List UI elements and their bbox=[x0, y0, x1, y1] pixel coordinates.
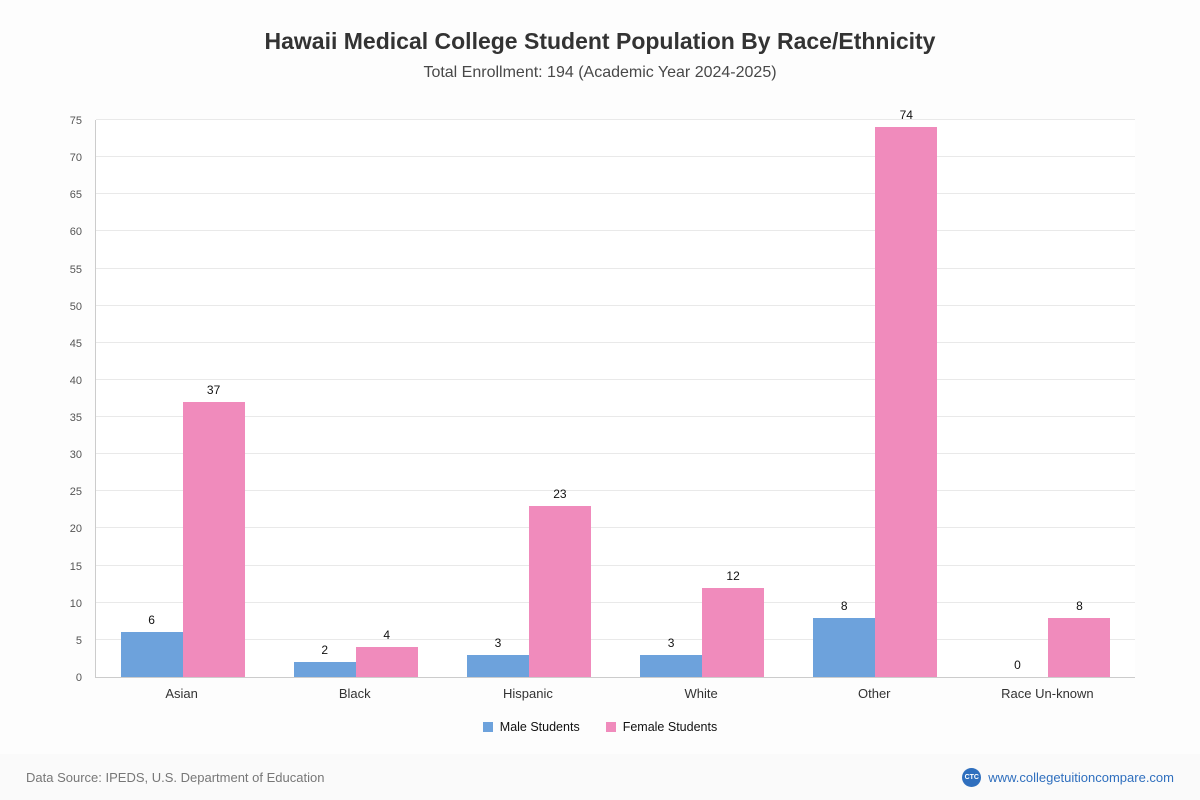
bar bbox=[640, 654, 703, 677]
y-tick-label: 15 bbox=[69, 560, 82, 573]
ctc-logo-icon: CTC bbox=[962, 767, 982, 787]
collegetuitioncompare-link[interactable]: CTC www.collegetuitioncompare.com bbox=[962, 767, 1174, 787]
x-category-label: White bbox=[684, 686, 718, 701]
x-category-label: Asian bbox=[165, 686, 198, 701]
y-tick-label: 20 bbox=[69, 523, 82, 536]
x-axis: Asian Black Hispanic White Other Race Un-know… bbox=[95, 682, 1135, 704]
y-tick-label: 60 bbox=[69, 226, 82, 239]
value-label: 23 bbox=[553, 487, 567, 502]
value-label: 0 bbox=[1014, 658, 1021, 672]
gridline bbox=[96, 564, 1135, 566]
x-category-label: Race Un-known bbox=[1001, 686, 1094, 701]
gridline bbox=[96, 341, 1135, 343]
gridline bbox=[96, 156, 1135, 158]
female-students-swatch-icon bbox=[605, 722, 616, 732]
bar bbox=[702, 587, 765, 677]
legend-item-male-students[interactable]: Male Students bbox=[482, 720, 580, 734]
gridline bbox=[96, 304, 1135, 306]
y-tick-label: 70 bbox=[69, 152, 82, 165]
gridline bbox=[96, 453, 1135, 455]
y-tick-label: 30 bbox=[69, 449, 82, 462]
value-label: 3 bbox=[667, 635, 675, 650]
male-students-swatch-icon bbox=[482, 722, 493, 732]
y-tick-label: 25 bbox=[69, 486, 82, 499]
legend-label: Male Students bbox=[499, 720, 580, 734]
bar bbox=[875, 127, 938, 677]
value-label: 2 bbox=[321, 643, 329, 658]
gridline bbox=[96, 490, 1135, 492]
value-label: 3 bbox=[494, 635, 502, 650]
plot-area: 6 37 2 4 3 23 3 12 8 74 0 8 bbox=[95, 108, 1135, 678]
data-source-text: Data Source: IPEDS, U.S. Department of E… bbox=[26, 769, 325, 785]
value-label: 6 bbox=[148, 613, 155, 628]
bar bbox=[293, 662, 356, 677]
gridline bbox=[96, 193, 1135, 195]
y-tick-label: 45 bbox=[69, 337, 82, 350]
y-tick-label: 35 bbox=[69, 412, 82, 425]
y-tick-label: 75 bbox=[69, 115, 82, 127]
gridline bbox=[96, 527, 1135, 529]
bar bbox=[813, 617, 876, 677]
gridline bbox=[96, 267, 1135, 269]
legend-item-female-students[interactable]: Female Students bbox=[605, 720, 718, 734]
x-category-label: Hispanic bbox=[502, 686, 553, 701]
chart-subtitle: Total Enrollment: 194 (Academic Year 202… bbox=[423, 64, 777, 81]
legend: Male Students Female Students bbox=[0, 720, 1200, 734]
bar bbox=[1048, 617, 1111, 677]
bar bbox=[466, 654, 529, 677]
legend-label: Female Students bbox=[622, 720, 718, 734]
value-label: 37 bbox=[206, 383, 221, 398]
gridline bbox=[96, 416, 1135, 418]
footer: Data Source: IPEDS, U.S. Department of E… bbox=[0, 754, 1200, 800]
y-tick-label: 40 bbox=[69, 374, 82, 387]
value-label: 74 bbox=[899, 108, 913, 123]
value-label: 8 bbox=[840, 598, 848, 613]
bar bbox=[120, 632, 183, 677]
value-label: 8 bbox=[1076, 598, 1083, 613]
x-category-label: Black bbox=[338, 686, 371, 701]
value-label: 4 bbox=[383, 628, 391, 643]
gridline bbox=[96, 230, 1135, 232]
site-url-text: www.collegetuitioncompare.com bbox=[988, 769, 1174, 785]
x-category-label: Other bbox=[857, 686, 891, 701]
y-axis: 0 5 10 15 20 25 30 35 40 45 50 55 60 65 70 75 bbox=[50, 115, 90, 684]
value-label: 12 bbox=[726, 568, 740, 583]
gridline bbox=[96, 378, 1135, 380]
gridline bbox=[96, 119, 1135, 120]
y-tick-label: 55 bbox=[69, 263, 82, 276]
y-tick-label: 65 bbox=[69, 189, 82, 202]
bar bbox=[182, 402, 245, 677]
y-tick-label: 5 bbox=[75, 634, 82, 647]
y-tick-label: 0 bbox=[75, 672, 82, 684]
bar bbox=[528, 506, 591, 677]
gridline bbox=[96, 601, 1135, 603]
chart-title: Hawaii Medical College Student Populatio… bbox=[264, 28, 936, 54]
y-tick-label: 50 bbox=[69, 300, 82, 313]
y-tick-label: 10 bbox=[69, 597, 82, 610]
bar bbox=[355, 647, 418, 677]
gridline bbox=[96, 638, 1135, 640]
